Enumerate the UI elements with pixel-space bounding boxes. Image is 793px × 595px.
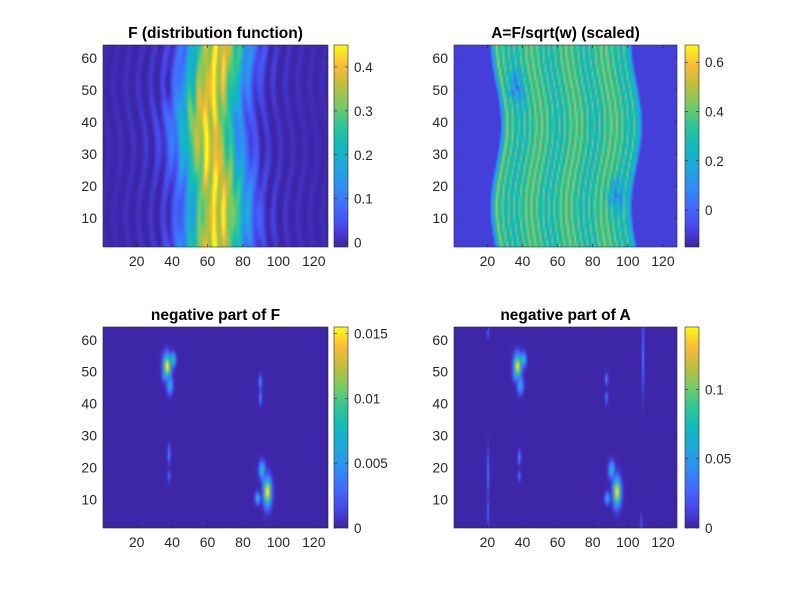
x-tick-label: 120 xyxy=(651,253,675,269)
y-tick-label: 60 xyxy=(81,332,97,348)
colorbar-tick-label: 0 xyxy=(354,521,362,536)
x-tick-label: 120 xyxy=(302,534,326,550)
y-tick-label: 30 xyxy=(432,427,448,443)
x-tick-label: 40 xyxy=(164,534,180,550)
x-tick-label: 40 xyxy=(515,534,531,550)
colorbar-tick-label: 0.05 xyxy=(705,452,731,467)
x-tick-label: 60 xyxy=(200,253,216,269)
y-tick-label: 10 xyxy=(432,210,448,226)
y-tick-label: 30 xyxy=(432,146,448,162)
y-tick-label: 40 xyxy=(81,114,97,130)
y-tick-label: 20 xyxy=(432,178,448,194)
x-tick-label: 120 xyxy=(651,534,675,550)
y-tick-label: 10 xyxy=(432,491,448,507)
y-tick-label: 20 xyxy=(81,459,97,475)
colorbar-frame-4 xyxy=(684,326,700,529)
colorbar-frame-3 xyxy=(333,326,349,529)
colorbar-tick-label: 0 xyxy=(705,521,713,536)
colorbar-tick-label: 0.6 xyxy=(705,55,724,70)
x-tick-label: 20 xyxy=(129,253,145,269)
colorbar-tick-label: 0 xyxy=(354,236,362,251)
y-tick-label: 10 xyxy=(81,210,97,226)
y-tick-label: 30 xyxy=(81,146,97,162)
colorbar-2 xyxy=(685,45,699,247)
axes-frame-2 xyxy=(453,44,678,248)
colorbar-tick-label: 0.1 xyxy=(354,192,373,207)
colorbar-tick-label: 0.1 xyxy=(705,382,724,397)
x-tick-label: 20 xyxy=(480,253,496,269)
axes-frame-4 xyxy=(453,326,678,529)
y-tick-label: 20 xyxy=(432,459,448,475)
x-tick-label: 80 xyxy=(585,253,601,269)
x-tick-label: 100 xyxy=(616,534,640,550)
colorbar-tick-label: 0.2 xyxy=(705,154,724,169)
y-tick-label: 50 xyxy=(432,82,448,98)
x-tick-label: 100 xyxy=(267,253,291,269)
colorbar-tick-label: 0.3 xyxy=(354,104,373,119)
plot-title-4: negative part of A xyxy=(500,307,630,324)
x-tick-label: 120 xyxy=(302,253,326,269)
y-tick-label: 40 xyxy=(81,396,97,412)
y-tick-label: 60 xyxy=(432,50,448,66)
colorbar-frame-1 xyxy=(333,44,349,248)
x-tick-label: 40 xyxy=(164,253,180,269)
x-tick-label: 20 xyxy=(480,534,496,550)
colorbar-tick-label: 0.2 xyxy=(354,148,373,163)
colorbar-3 xyxy=(334,327,348,528)
x-tick-label: 60 xyxy=(200,534,216,550)
colorbar-tick-label: 0.015 xyxy=(354,326,388,341)
y-tick-label: 50 xyxy=(432,364,448,380)
y-tick-label: 40 xyxy=(432,396,448,412)
plot-title-3: negative part of F xyxy=(151,307,280,324)
colorbar-tick-label: 0.005 xyxy=(354,456,388,471)
axes-frame-1 xyxy=(102,44,329,248)
colorbar-tick-label: 0.01 xyxy=(354,391,380,406)
colorbar-1 xyxy=(334,45,348,247)
colorbar-tick-label: 0 xyxy=(705,203,713,218)
y-tick-label: 30 xyxy=(81,427,97,443)
plot-title-2: A=F/sqrt(w) (scaled) xyxy=(491,25,640,42)
colorbar-tick-label: 0.4 xyxy=(705,105,724,120)
x-tick-label: 20 xyxy=(129,534,145,550)
x-tick-label: 60 xyxy=(550,534,566,550)
x-tick-label: 100 xyxy=(616,253,640,269)
y-tick-label: 50 xyxy=(81,82,97,98)
axes-frame-3 xyxy=(102,326,329,529)
y-tick-label: 60 xyxy=(81,50,97,66)
y-tick-label: 10 xyxy=(81,491,97,507)
heatmap-image-4 xyxy=(454,327,677,528)
colorbar-frame-2 xyxy=(684,44,700,248)
x-tick-label: 60 xyxy=(550,253,566,269)
heatmap-image-3 xyxy=(103,327,328,528)
y-tick-label: 40 xyxy=(432,114,448,130)
x-tick-label: 80 xyxy=(585,534,601,550)
heatmap-image-1 xyxy=(103,45,328,247)
plot-title-1: F (distribution function) xyxy=(128,25,303,42)
colorbar-4 xyxy=(685,327,699,528)
y-tick-label: 50 xyxy=(81,364,97,380)
x-tick-label: 80 xyxy=(235,534,251,550)
x-tick-label: 40 xyxy=(515,253,531,269)
y-tick-label: 20 xyxy=(81,178,97,194)
heatmap-image-2 xyxy=(454,45,677,247)
x-tick-label: 80 xyxy=(235,253,251,269)
y-tick-label: 60 xyxy=(432,332,448,348)
x-tick-label: 100 xyxy=(267,534,291,550)
colorbar-tick-label: 0.4 xyxy=(354,60,373,75)
